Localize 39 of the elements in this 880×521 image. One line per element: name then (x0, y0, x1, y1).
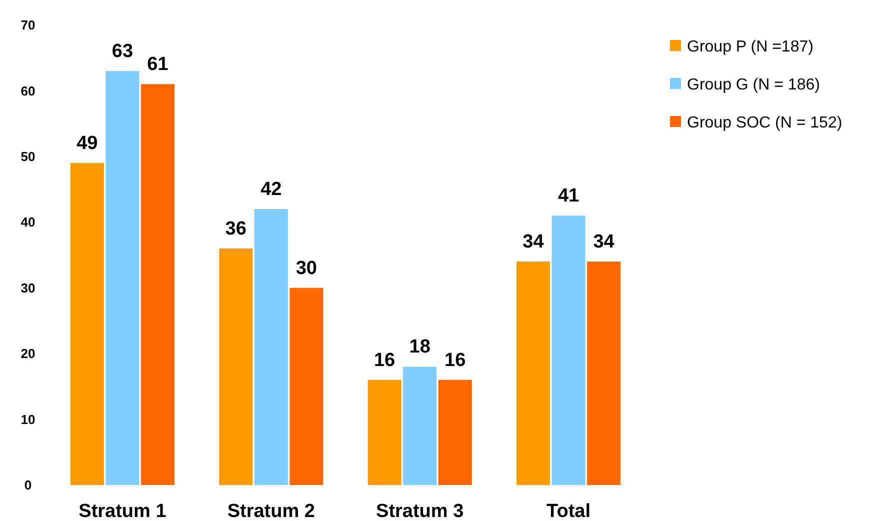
data-label: 49 (76, 133, 98, 154)
x-tick-label: Total (546, 501, 591, 521)
bar (552, 216, 586, 485)
bar (70, 163, 104, 485)
y-tick-label: 10 (20, 412, 36, 427)
y-tick-label: 70 (20, 18, 36, 33)
bar (438, 380, 472, 485)
data-label: 16 (444, 350, 466, 371)
x-tick-label: Stratum 2 (227, 501, 315, 521)
y-tick-label: 30 (20, 280, 36, 296)
data-label: 36 (225, 218, 246, 240)
data-label: 42 (260, 179, 282, 200)
bar (254, 209, 288, 485)
y-tick-label: 50 (20, 148, 36, 164)
y-tick-label: 20 (20, 346, 36, 362)
y-tick-label: 60 (20, 83, 36, 98)
data-label: 41 (558, 186, 580, 207)
bar (140, 84, 175, 485)
data-label: 63 (112, 41, 134, 62)
bar (368, 380, 402, 485)
data-label: 18 (409, 336, 430, 358)
data-label: 61 (147, 54, 169, 76)
bar (587, 262, 621, 485)
bar (106, 71, 140, 485)
y-tick-label: 40 (20, 214, 36, 230)
legend-label: Group G (N = 186) (687, 76, 820, 94)
data-label: 34 (593, 232, 615, 253)
bar (219, 248, 253, 485)
bar (403, 366, 437, 485)
legend-label: Group P (N =187) (687, 38, 814, 56)
bar (516, 262, 550, 485)
y-tick-label: 0 (24, 478, 32, 493)
data-label: 30 (296, 258, 318, 279)
legend-label: Group SOC (N = 152) (687, 114, 842, 132)
bar (290, 288, 324, 485)
x-tick-label: Stratum 1 (78, 501, 167, 521)
data-label: 16 (374, 350, 396, 371)
x-tick-label: Stratum 3 (376, 501, 464, 521)
data-label: 34 (522, 232, 544, 253)
